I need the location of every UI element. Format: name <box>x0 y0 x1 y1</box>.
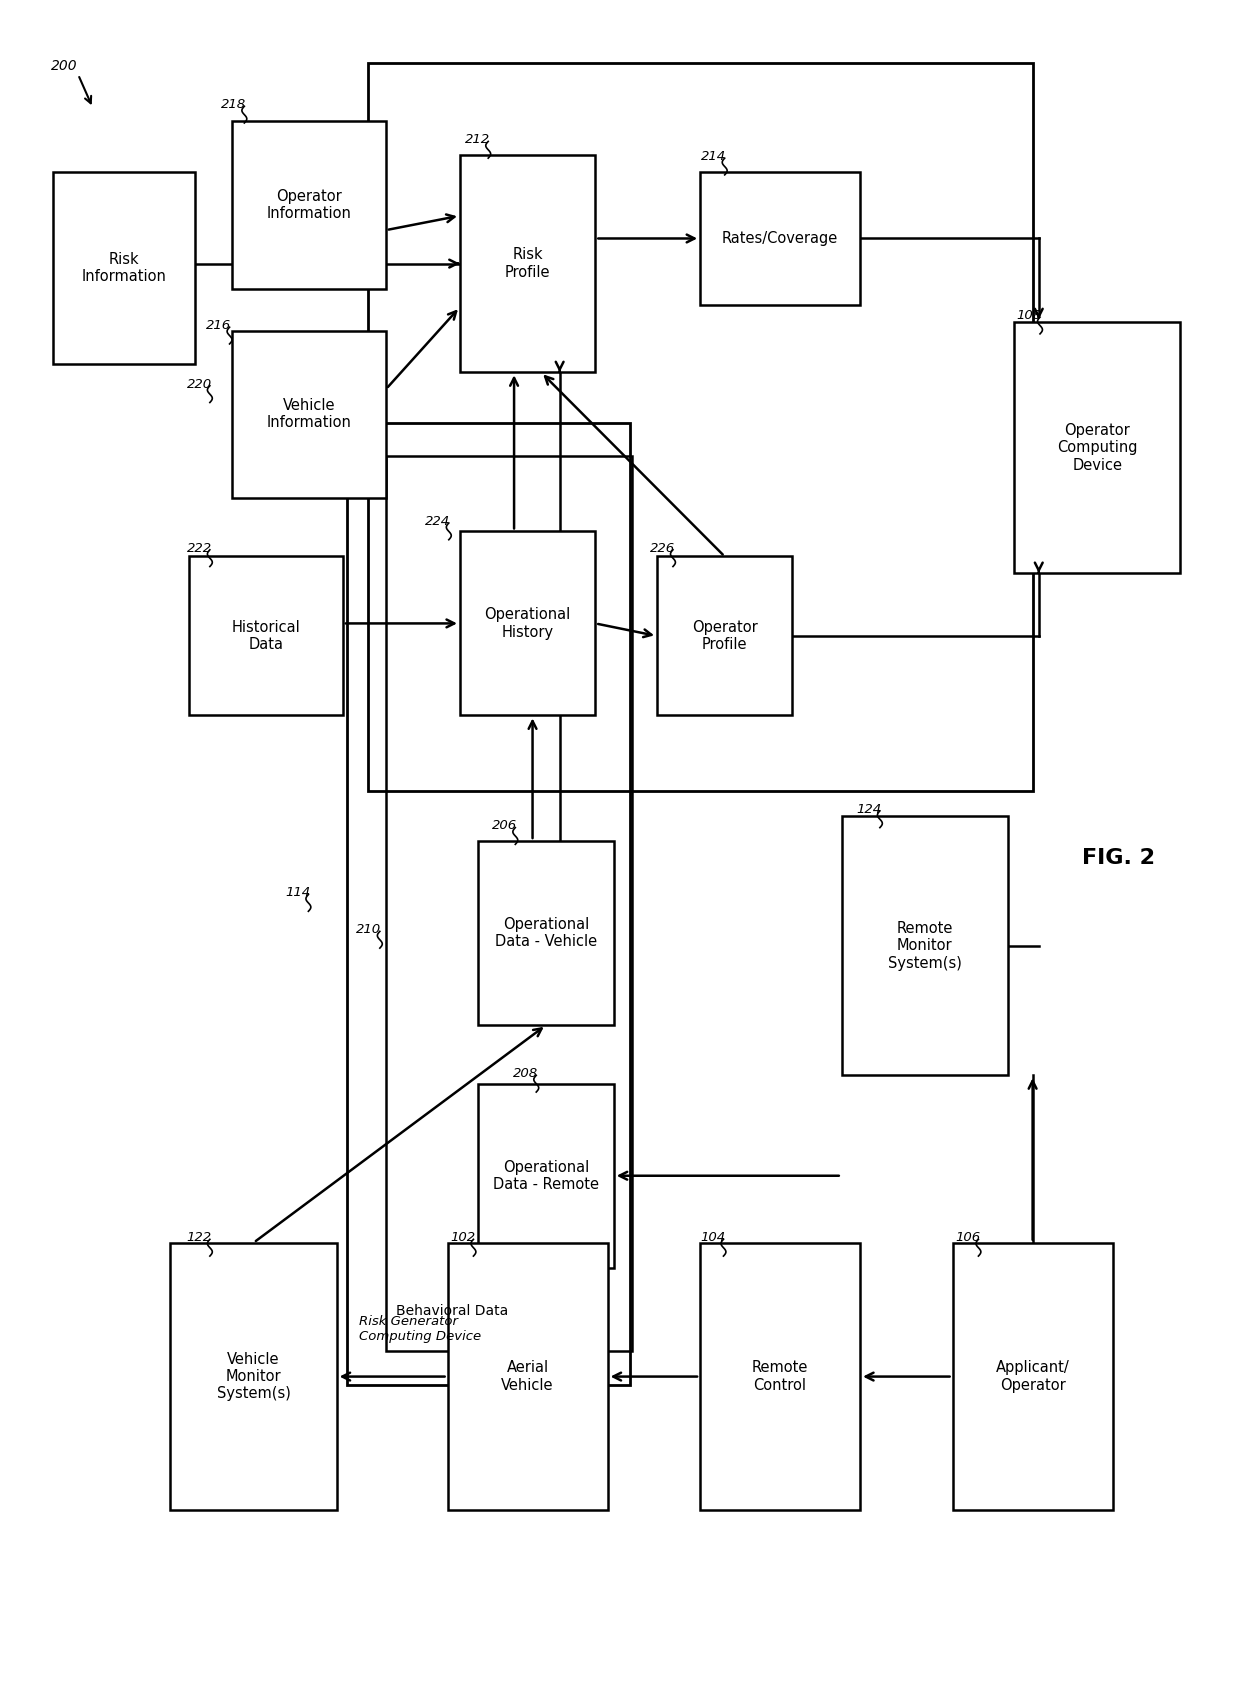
FancyBboxPatch shape <box>479 1083 614 1268</box>
FancyBboxPatch shape <box>448 1243 608 1510</box>
Text: 200: 200 <box>51 59 78 72</box>
Text: Operational
Data - Vehicle: Operational Data - Vehicle <box>495 917 598 949</box>
Text: 212: 212 <box>465 133 490 146</box>
Text: 222: 222 <box>186 542 212 555</box>
FancyBboxPatch shape <box>170 1243 337 1510</box>
FancyBboxPatch shape <box>460 155 595 372</box>
Text: 106: 106 <box>955 1231 980 1245</box>
Text: 226: 226 <box>650 542 675 555</box>
Text: Operational
Data - Remote: Operational Data - Remote <box>494 1159 599 1193</box>
Text: Operator
Computing
Device: Operator Computing Device <box>1056 422 1137 473</box>
Text: Behavioral Data: Behavioral Data <box>396 1304 508 1319</box>
Text: 224: 224 <box>425 515 450 528</box>
Text: 206: 206 <box>492 819 517 833</box>
Text: Remote
Control: Remote Control <box>751 1361 808 1393</box>
FancyBboxPatch shape <box>188 557 343 715</box>
Text: Operator
Profile: Operator Profile <box>692 619 758 653</box>
Text: Rates/Coverage: Rates/Coverage <box>722 230 838 246</box>
Text: Operator
Information: Operator Information <box>267 188 351 222</box>
Text: 210: 210 <box>356 923 382 937</box>
Text: Operational
History: Operational History <box>485 607 570 639</box>
Text: Applicant/
Operator: Applicant/ Operator <box>996 1361 1069 1393</box>
Text: Historical
Data: Historical Data <box>232 619 300 653</box>
FancyBboxPatch shape <box>657 557 792 715</box>
FancyBboxPatch shape <box>842 816 1008 1075</box>
FancyBboxPatch shape <box>701 172 861 306</box>
FancyBboxPatch shape <box>232 121 386 289</box>
Text: 102: 102 <box>450 1231 475 1245</box>
Text: 220: 220 <box>186 377 212 390</box>
Text: FIG. 2: FIG. 2 <box>1081 848 1154 868</box>
Text: Vehicle
Information: Vehicle Information <box>267 399 351 431</box>
FancyBboxPatch shape <box>1014 323 1180 574</box>
FancyBboxPatch shape <box>232 331 386 498</box>
FancyBboxPatch shape <box>460 532 595 715</box>
Text: Aerial
Vehicle: Aerial Vehicle <box>501 1361 554 1393</box>
Text: 124: 124 <box>857 802 882 816</box>
Text: 214: 214 <box>702 150 727 163</box>
Text: 114: 114 <box>285 886 310 900</box>
Text: Risk Generator
Computing Device: Risk Generator Computing Device <box>358 1315 481 1344</box>
Text: Risk
Information: Risk Information <box>82 252 166 284</box>
FancyBboxPatch shape <box>53 172 195 363</box>
FancyBboxPatch shape <box>479 841 614 1024</box>
Text: 104: 104 <box>701 1231 725 1245</box>
Text: Remote
Monitor
System(s): Remote Monitor System(s) <box>888 920 962 971</box>
Text: Vehicle
Monitor
System(s): Vehicle Monitor System(s) <box>217 1352 290 1401</box>
FancyBboxPatch shape <box>701 1243 861 1510</box>
Text: Risk
Profile: Risk Profile <box>505 247 551 279</box>
Text: 208: 208 <box>513 1066 538 1080</box>
Text: 108: 108 <box>1017 309 1042 321</box>
Text: 218: 218 <box>221 98 246 111</box>
FancyBboxPatch shape <box>952 1243 1112 1510</box>
Text: 216: 216 <box>206 320 232 331</box>
Text: 122: 122 <box>186 1231 212 1245</box>
